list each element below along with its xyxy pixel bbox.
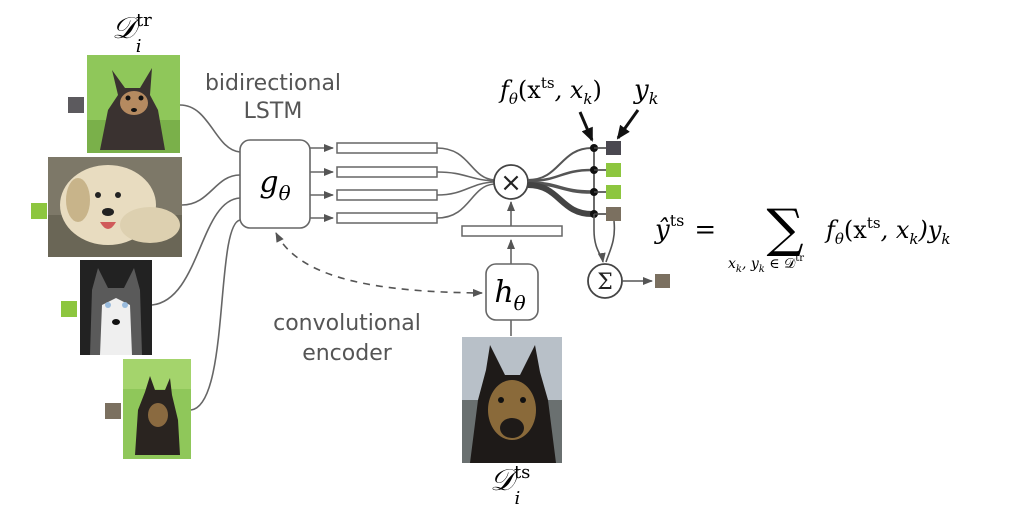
multiply-symbol: × (500, 168, 522, 198)
h-block-label: hθ (494, 275, 525, 315)
weight-sharing-arrow (275, 232, 483, 297)
output-label-3 (606, 185, 621, 199)
support-to-g-connections (151, 104, 241, 411)
equation-limits: xk, yk ∈ 𝒟tr (728, 253, 804, 275)
query-set-label: 𝒟ts i (490, 462, 530, 509)
lstm-caption-line2: LSTM (244, 99, 303, 124)
embeddings-to-multiply (436, 147, 495, 219)
output-label-2 (606, 163, 621, 177)
support-image-chihuahua (87, 55, 180, 153)
label-to-sum-line (605, 220, 616, 263)
predicted-label (655, 274, 670, 288)
query-embedding (461, 225, 563, 237)
y-k-label: yk (633, 75, 658, 108)
sum-symbol: Σ (597, 270, 613, 295)
query-image-shepherd (462, 337, 562, 463)
equation-sum: ∑ (766, 199, 803, 259)
bus-to-sum-arrow (593, 214, 606, 263)
f-theta-label: fθ(xts, xk) (498, 74, 602, 108)
output-label-1 (606, 141, 621, 155)
support-label-3 (61, 301, 77, 317)
support-label-1 (68, 97, 84, 113)
attention-fanout (527, 147, 593, 217)
equation-rhs: fθ(xts, xk)yk (824, 214, 950, 248)
output-label-4 (606, 207, 621, 221)
support-image-shepherd (123, 359, 191, 459)
g-embedding-block (239, 139, 311, 229)
support-image-labrador (48, 157, 182, 257)
support-set-label: 𝒟tr i (112, 10, 152, 57)
g-block-label: gθ (259, 165, 290, 205)
equation-lhs: ŷts = (654, 211, 716, 245)
g-output-arrows (310, 144, 334, 222)
h-encoder-block (485, 263, 539, 321)
f-label-arrow (578, 111, 594, 142)
encoder-caption-line2: encoder (302, 341, 393, 366)
support-embeddings (336, 142, 438, 224)
lstm-caption-line1: bidirectional (205, 71, 341, 96)
support-image-husky (80, 260, 152, 355)
encoder-caption-line1: convolutional (273, 311, 421, 336)
support-label-2 (31, 203, 47, 219)
support-label-4 (105, 403, 121, 419)
label-links (594, 147, 606, 215)
y-label-arrow (616, 109, 640, 140)
